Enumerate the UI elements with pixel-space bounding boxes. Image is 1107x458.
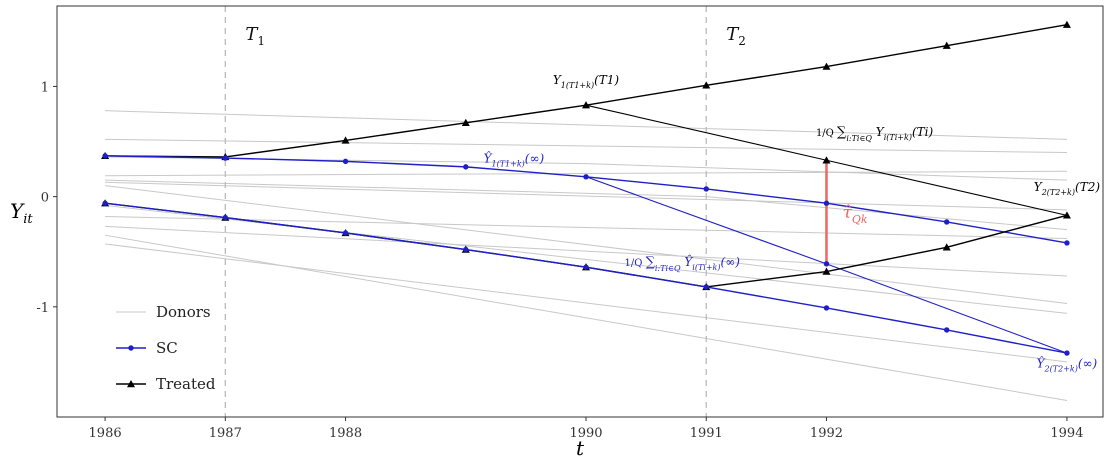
x-axis-title: t — [576, 436, 585, 458]
legend: Donors SC Treated — [116, 303, 216, 393]
sc-point — [583, 264, 589, 270]
legend-marker — [127, 380, 135, 388]
math-annotation: Y2(T2+k)(T2) — [1034, 180, 1101, 197]
math-annotation: 1/Q ∑i:Ti∈Q Yi(Ti+k)(Ti) — [816, 125, 934, 143]
sc-point — [222, 155, 229, 161]
y-tick-label: 1 — [41, 80, 49, 95]
x-tick-label: 1992 — [810, 426, 843, 441]
sc-point — [342, 158, 349, 165]
x-tick-label: 1988 — [329, 426, 362, 441]
sc-series-line — [105, 202, 1068, 354]
sc-point — [102, 153, 108, 159]
sc-series-line — [105, 155, 1068, 244]
treated-point — [942, 41, 951, 49]
legend-marker — [128, 345, 134, 351]
sc-point — [102, 200, 108, 206]
treated-point — [822, 62, 831, 70]
sc-point — [944, 327, 950, 333]
sc-point — [342, 230, 349, 236]
sc-point — [1064, 240, 1070, 246]
sc-point — [944, 219, 950, 225]
donor-line — [105, 234, 1068, 401]
treated-point — [582, 101, 591, 109]
panel-border — [56, 5, 1104, 418]
sc-point — [583, 174, 589, 180]
sc-point — [823, 200, 830, 206]
sc-point — [823, 305, 830, 311]
sc-connector — [826, 263, 1068, 354]
math-annotation: Y1(T1+k)(T1) — [553, 73, 620, 90]
sc-point — [703, 186, 709, 192]
donor-line — [105, 204, 1067, 314]
treated-point — [702, 81, 711, 89]
treated-point — [461, 118, 470, 126]
treatment-time-label: T1 — [245, 24, 265, 48]
donor-line — [105, 179, 1067, 231]
x-tick-label: 1986 — [89, 426, 122, 441]
treated-connector — [826, 159, 1068, 216]
treated-series-line — [105, 202, 1068, 288]
sc-point — [463, 246, 469, 253]
x-tick-label: 1990 — [569, 426, 602, 441]
y-axis-title: Yit — [10, 199, 33, 227]
treated-point — [1062, 20, 1071, 28]
axes: 1986 1987 1988 1990 1991 1992 1994 1 0 -1 t Yit — [10, 80, 1083, 458]
donor-line — [105, 110, 1067, 140]
y-tick-label: 0 — [41, 191, 49, 206]
sc-point — [222, 214, 229, 221]
sc-point — [1064, 350, 1070, 356]
math-annotation: Ŷ1(T1+k)(∞) — [484, 150, 545, 168]
donor-line — [105, 185, 1067, 305]
sc-connector — [585, 176, 827, 265]
effect-label: τ̂Qk — [842, 203, 867, 226]
legend-item-sc: SC — [116, 339, 178, 357]
legend-label: Donors — [156, 303, 211, 321]
math-annotation: 1/Q ∑i:Ti∈Q Ŷi(Ti+k)(∞) — [625, 254, 741, 273]
treated-connector — [585, 104, 827, 161]
x-tick-label: 1987 — [209, 426, 242, 441]
treated-point — [341, 136, 350, 144]
donor-line — [105, 225, 1067, 277]
donor-line — [105, 170, 1067, 177]
treatment-time-label: T2 — [726, 24, 746, 48]
donor-line — [105, 138, 1067, 154]
donor-line — [105, 181, 1067, 211]
plot-content — [101, 6, 1071, 417]
legend-label: SC — [156, 339, 178, 357]
donor-line — [105, 215, 1067, 239]
x-tick-label: 1994 — [1050, 426, 1083, 441]
sc-point — [703, 284, 709, 290]
treated-point — [822, 267, 831, 275]
treated-point — [822, 156, 831, 164]
treated-point — [1062, 211, 1071, 219]
x-tick-label: 1991 — [690, 426, 723, 441]
legend-item-donor: Donors — [116, 303, 211, 321]
sc-point — [463, 164, 469, 170]
legend-label: Treated — [156, 375, 216, 393]
annotations: T1 T2 Y1(T1+k)(T1) Ŷ1(T1+k)(∞) 1/Q ∑i:Ti∈Q … — [245, 24, 1100, 373]
treated-point — [942, 243, 951, 251]
y-tick-label: -1 — [36, 301, 49, 316]
legend-item-treated: Treated — [116, 375, 216, 393]
donor-line — [105, 243, 1067, 363]
math-annotation: Ŷ2(T2+k)(∞) — [1037, 355, 1098, 373]
sc-point — [823, 261, 830, 267]
